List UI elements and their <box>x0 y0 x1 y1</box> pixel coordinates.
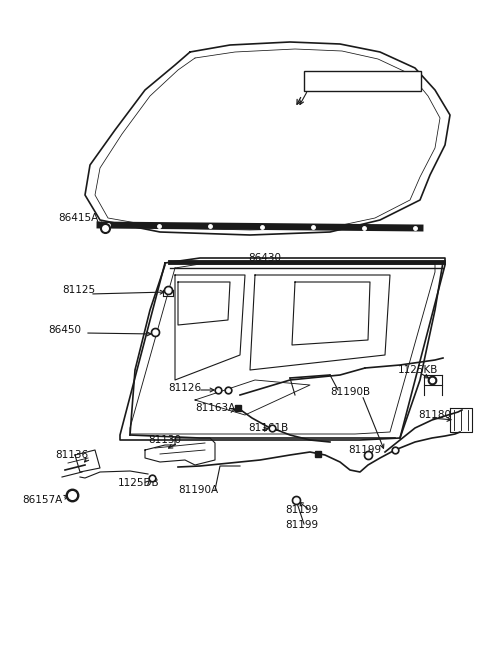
Text: 81199: 81199 <box>285 505 318 515</box>
Text: 81161B: 81161B <box>248 423 288 433</box>
Text: 81199: 81199 <box>348 445 381 455</box>
Text: 86415A: 86415A <box>58 213 98 223</box>
Text: REF.60-660: REF.60-660 <box>310 77 375 87</box>
Text: 1125KB: 1125KB <box>398 365 438 375</box>
FancyBboxPatch shape <box>304 71 421 91</box>
Text: 81190B: 81190B <box>330 387 370 397</box>
Text: 81130: 81130 <box>148 435 181 445</box>
Text: 86430: 86430 <box>248 253 281 263</box>
Text: 81199: 81199 <box>285 520 318 530</box>
Text: 86157A: 86157A <box>22 495 62 505</box>
Text: 81125: 81125 <box>62 285 95 295</box>
Text: 1125DB: 1125DB <box>118 478 160 488</box>
Text: 81180: 81180 <box>418 410 451 420</box>
Text: 86450: 86450 <box>48 325 81 335</box>
Text: 81136: 81136 <box>55 450 88 460</box>
Text: 81126: 81126 <box>168 383 201 393</box>
Text: 81163A: 81163A <box>195 403 235 413</box>
Text: 81190A: 81190A <box>178 485 218 495</box>
